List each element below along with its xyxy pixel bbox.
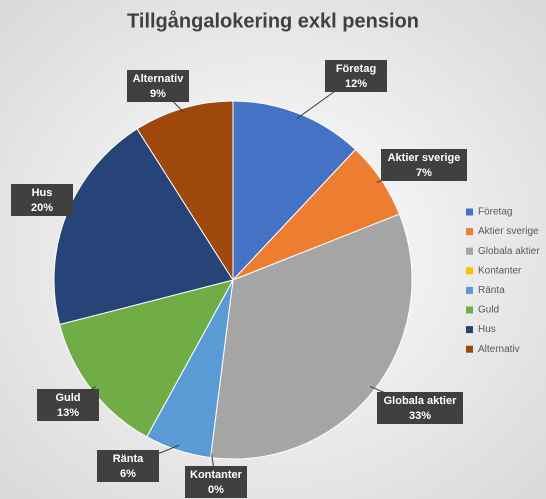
data-label-box	[11, 184, 73, 216]
chart-title: Tillgångalokering exkl pension	[127, 9, 419, 32]
data-label-box	[97, 450, 159, 482]
data-label-value: 20%	[31, 202, 53, 214]
data-label-value: 6%	[120, 468, 136, 480]
legend-label: Alternativ	[478, 344, 520, 355]
pie-slice	[232, 100, 357, 282]
pie-slice	[210, 213, 413, 460]
data-label-value: 33%	[409, 410, 431, 422]
legend-swatch	[466, 345, 473, 353]
legend-swatch	[466, 267, 473, 275]
legend-swatch	[466, 286, 473, 294]
legend-label: Kontanter	[478, 265, 522, 276]
legend-swatch	[466, 208, 473, 216]
data-label-name: Aktier sverige	[388, 152, 461, 164]
data-label-value: 9%	[150, 88, 166, 100]
legend-label: Aktier sverige	[478, 226, 539, 237]
pie-slice	[136, 100, 234, 282]
data-label-value: 12%	[345, 78, 367, 90]
data-label-name: Företag	[336, 63, 376, 75]
legend-label: Företag	[478, 207, 512, 218]
data-label-value: 7%	[416, 167, 432, 179]
data-label-value: 0%	[208, 484, 224, 496]
legend-label: Globala aktier	[478, 246, 540, 257]
legend-swatch	[466, 247, 473, 255]
data-label-box	[325, 60, 387, 92]
data-label-box	[37, 389, 99, 421]
legend-label: Ränta	[478, 285, 505, 296]
data-label-box	[185, 466, 247, 498]
data-label-value: 13%	[57, 407, 79, 419]
data-label-box	[381, 149, 467, 181]
legend-swatch	[466, 326, 473, 334]
data-label-name: Ränta	[113, 453, 144, 465]
data-label-name: Globala aktier	[384, 395, 457, 407]
data-label-name: Hus	[32, 187, 53, 199]
legend-label: Guld	[478, 305, 499, 316]
legend-swatch	[466, 306, 473, 314]
data-label-box	[127, 70, 189, 102]
legend-label: Hus	[478, 324, 496, 335]
data-label-name: Kontanter	[190, 469, 243, 481]
data-label-box	[377, 392, 463, 424]
data-label-name: Alternativ	[133, 73, 185, 85]
data-label-name: Guld	[55, 392, 80, 404]
legend-swatch	[466, 228, 473, 236]
